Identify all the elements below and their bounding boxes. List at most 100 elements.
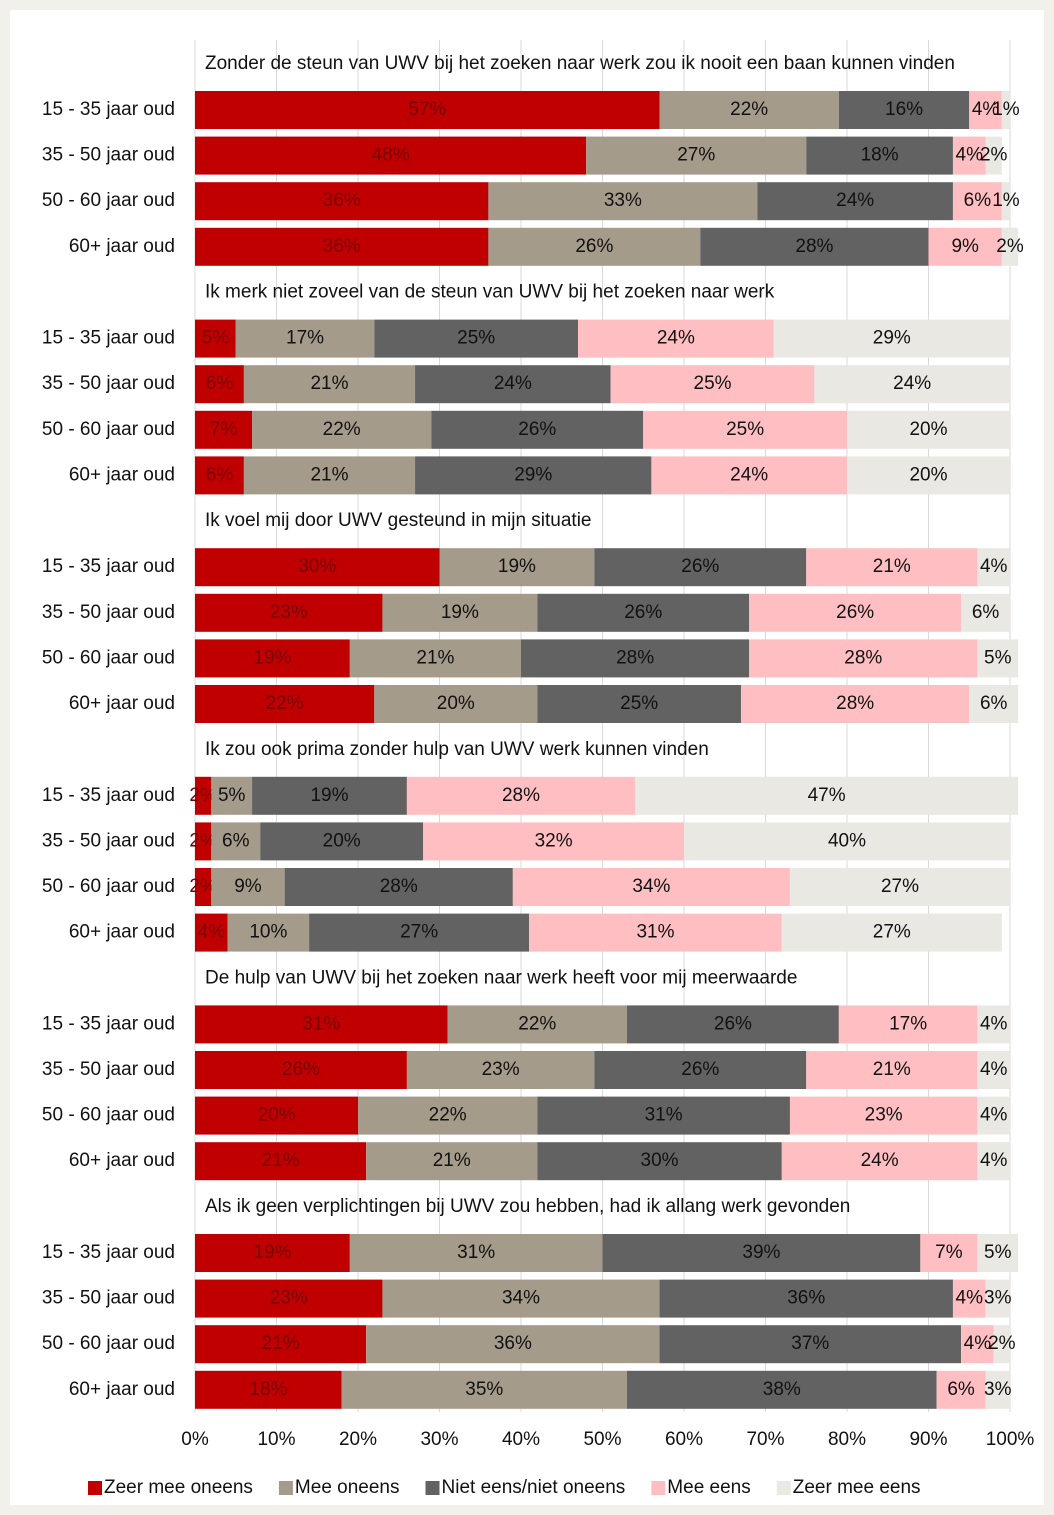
bar-segment: [211, 776, 253, 815]
data-label: 4%: [956, 145, 984, 166]
bar-segment: [211, 868, 285, 906]
x-tick-label: 90%: [909, 1429, 947, 1450]
data-label: 36%: [323, 236, 361, 257]
data-label: 1%: [992, 99, 1020, 120]
bar-segment: [195, 1234, 350, 1272]
bar-segment: [847, 410, 1010, 449]
data-label: 4%: [980, 1013, 1008, 1034]
data-label: 21%: [416, 647, 454, 668]
data-label: 21%: [262, 1150, 300, 1171]
bar-segment: [406, 776, 636, 815]
bar-segment: [952, 136, 986, 175]
y-tick-label: 15 - 35 jaar oud: [42, 556, 175, 577]
data-label: 4%: [972, 99, 1000, 120]
bar-segment: [195, 91, 660, 129]
y-tick-label: 60+ jaar oud: [69, 922, 175, 943]
data-label: 5%: [984, 1242, 1012, 1263]
bar-segment: [578, 319, 774, 358]
bar-segment: [415, 365, 611, 404]
bar-segment: [610, 365, 815, 404]
legend-label: Niet eens/niet oneens: [442, 1477, 626, 1498]
data-label: 4%: [980, 1105, 1008, 1126]
bar-segment: [838, 1005, 978, 1044]
data-label: 19%: [310, 785, 348, 806]
bar-segment: [252, 410, 432, 449]
bar-segment: [195, 776, 212, 815]
y-tick-label: 35 - 50 jaar oud: [42, 145, 175, 166]
y-tick-label: 50 - 60 jaar oud: [42, 647, 175, 668]
data-label: 4%: [198, 922, 226, 943]
data-label: 20%: [437, 693, 475, 714]
data-label: 5%: [218, 785, 246, 806]
data-label: 2%: [988, 1333, 1016, 1354]
data-label: 36%: [787, 1288, 825, 1309]
bar-segment: [349, 1234, 603, 1272]
data-label: 20%: [909, 464, 947, 485]
data-label: 30%: [641, 1150, 679, 1171]
panel-title: Ik zou ook prima zonder hulp van UWV wer…: [205, 739, 709, 760]
data-label: 22%: [429, 1105, 467, 1126]
data-label: 20%: [909, 419, 947, 440]
bar-segment: [439, 548, 595, 587]
bar-segment: [814, 365, 1010, 404]
data-label: 18%: [249, 1379, 287, 1400]
x-tick-label: 100%: [986, 1429, 1035, 1450]
data-label: 19%: [253, 647, 291, 668]
data-label: 34%: [632, 876, 670, 897]
bar-segment: [1001, 91, 1010, 129]
data-label: 35%: [465, 1379, 503, 1400]
bar-segment: [773, 319, 1010, 358]
data-label: 26%: [836, 602, 874, 623]
bar-segment: [366, 1325, 660, 1364]
data-label: 28%: [844, 647, 882, 668]
bar-segment: [529, 913, 782, 952]
bar-segment: [521, 639, 750, 678]
x-tick-label: 80%: [828, 1429, 866, 1450]
bar-segment: [781, 913, 1002, 952]
bar-segment: [382, 1279, 660, 1318]
bar-segment: [537, 593, 750, 632]
bar-segment: [195, 685, 375, 723]
bar-segment: [195, 319, 236, 358]
y-tick-label: 60+ jaar oud: [69, 464, 175, 485]
legend-swatch: [88, 1481, 102, 1495]
bar-segment: [977, 548, 1010, 587]
bar-segment: [211, 822, 261, 861]
bar-segment: [781, 1142, 978, 1181]
data-label: 20%: [257, 1105, 295, 1126]
bar-segment: [969, 91, 1002, 129]
bar-segment: [1001, 182, 1010, 221]
data-label: 26%: [624, 602, 662, 623]
bar-segment: [700, 227, 929, 266]
y-tick-label: 50 - 60 jaar oud: [42, 419, 175, 440]
data-label: 21%: [310, 464, 348, 485]
data-label: 25%: [694, 373, 732, 394]
data-label: 24%: [494, 373, 532, 394]
data-label: 23%: [270, 602, 308, 623]
data-label: 22%: [266, 693, 304, 714]
y-tick-label: 15 - 35 jaar oud: [42, 99, 175, 120]
bar-segment: [1001, 227, 1019, 266]
bar-segment: [749, 593, 962, 632]
x-tick-label: 70%: [746, 1429, 784, 1450]
bar-segment: [635, 776, 1019, 815]
data-label: 38%: [763, 1379, 801, 1400]
bar-segment: [374, 685, 538, 723]
bar-segment: [227, 913, 310, 952]
bar-segment: [309, 913, 530, 952]
data-label: 6%: [947, 1379, 975, 1400]
data-label: 24%: [893, 373, 931, 394]
data-label: 21%: [433, 1150, 471, 1171]
data-label: 22%: [518, 1013, 556, 1034]
bar-segment: [969, 685, 1019, 723]
legend-swatch: [425, 1481, 440, 1495]
y-tick-label: 15 - 35 jaar oud: [42, 1013, 175, 1034]
bar-segment: [431, 410, 644, 449]
bar-segment: [382, 593, 538, 632]
data-label: 26%: [518, 419, 556, 440]
data-label: 31%: [457, 1242, 495, 1263]
bar-segment: [659, 91, 839, 129]
data-label: 9%: [234, 876, 262, 897]
panel-title: Zonder de steun van UWV bij het zoeken n…: [205, 53, 955, 74]
x-tick-label: 30%: [420, 1429, 458, 1450]
